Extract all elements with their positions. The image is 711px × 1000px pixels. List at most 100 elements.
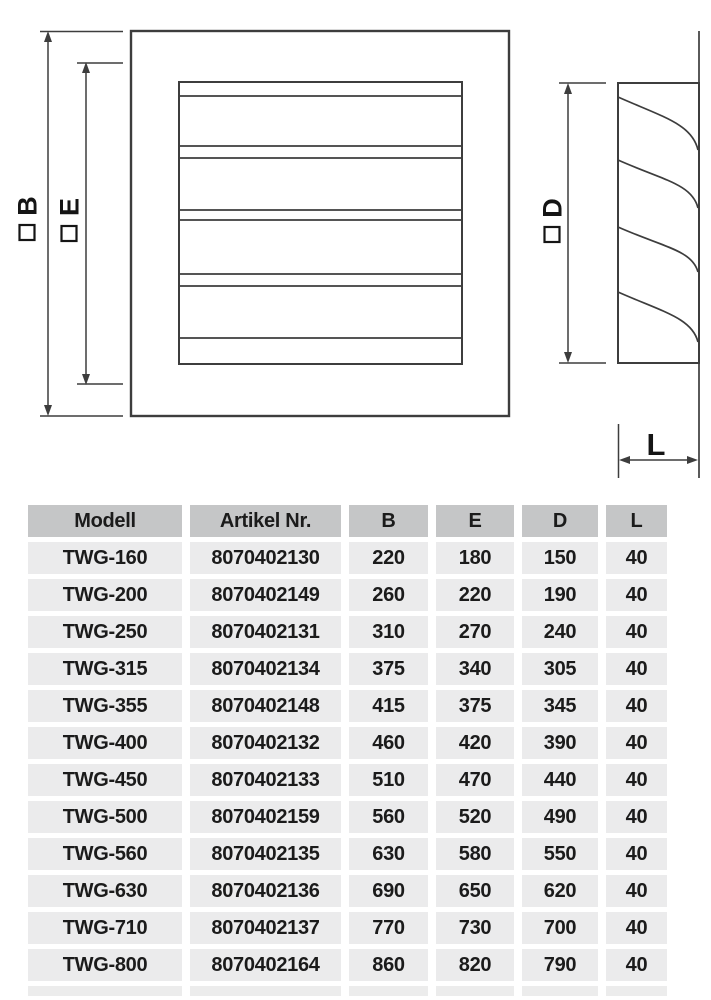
- louvre-blade: [617, 96, 699, 151]
- dim-e-cell: 470: [436, 764, 514, 796]
- dimension-drawing: B E: [13, 29, 700, 478]
- model-cell: TWG-355: [28, 690, 182, 722]
- dim-b-cell: 630: [349, 838, 428, 870]
- table-footer-strip: [606, 986, 667, 996]
- dim-e-cell: 420: [436, 727, 514, 759]
- model-cell: TWG-710: [28, 912, 182, 944]
- artikel-nr-cell: 8070402164: [190, 949, 341, 981]
- dim-b-cell: 860: [349, 949, 428, 981]
- model-cell: TWG-250: [28, 616, 182, 648]
- dim-d-cell: 700: [522, 912, 598, 944]
- dim-l-cell: 40: [606, 579, 667, 611]
- artikel-nr-cell: 8070402137: [190, 912, 341, 944]
- arrow-up-icon: [564, 83, 572, 94]
- arrow-down-icon: [44, 405, 52, 416]
- dim-e-cell: 580: [436, 838, 514, 870]
- dim-d-cell: 490: [522, 801, 598, 833]
- arrow-down-icon: [564, 352, 572, 363]
- square-symbol: [543, 225, 561, 244]
- dim-d-cell: 150: [522, 542, 598, 574]
- dim-letter: B: [13, 196, 43, 216]
- model-cell: TWG-560: [28, 838, 182, 870]
- dimensions-table: Modell Artikel Nr. B E D L TWG-160 807040…: [28, 505, 667, 996]
- dim-d-cell: 620: [522, 875, 598, 907]
- model-cell: TWG-800: [28, 949, 182, 981]
- arrow-up-icon: [82, 62, 90, 73]
- dim-d-cell: 345: [522, 690, 598, 722]
- model-cell: TWG-400: [28, 727, 182, 759]
- dimension-b: B: [13, 30, 123, 417]
- side-louvre-blades: [617, 96, 699, 343]
- dim-b-cell: 220: [349, 542, 428, 574]
- dim-l-cell: 40: [606, 690, 667, 722]
- artikel-nr-cell: 8070402134: [190, 653, 341, 685]
- artikel-nr-cell: 8070402148: [190, 690, 341, 722]
- dim-d-cell: 390: [522, 727, 598, 759]
- arrow-right-icon: [687, 456, 698, 464]
- artikel-nr-cell: 8070402131: [190, 616, 341, 648]
- arrow-up-icon: [44, 31, 52, 42]
- dim-b-cell: 690: [349, 875, 428, 907]
- arrow-down-icon: [82, 374, 90, 385]
- side-view: [617, 31, 700, 478]
- dim-l-cell: 40: [606, 912, 667, 944]
- dim-d-cell: 305: [522, 653, 598, 685]
- dim-e-cell: 340: [436, 653, 514, 685]
- square-symbol: [60, 224, 78, 243]
- col-header-b: B: [349, 505, 428, 537]
- dim-e-cell: 180: [436, 542, 514, 574]
- dimension-l: L: [617, 424, 698, 478]
- dimension-d: D: [538, 82, 606, 364]
- col-header-modell: Modell: [28, 505, 182, 537]
- dim-d-cell: 240: [522, 616, 598, 648]
- dim-b-cell: 260: [349, 579, 428, 611]
- artikel-nr-cell: 8070402133: [190, 764, 341, 796]
- dimension-e: E: [55, 62, 123, 385]
- dim-b-cell: 310: [349, 616, 428, 648]
- table-footer-strip: [190, 986, 341, 996]
- louvre-blade: [617, 291, 699, 343]
- louvre-blade: [617, 159, 699, 209]
- dim-l-cell: 40: [606, 875, 667, 907]
- dim-b-cell: 560: [349, 801, 428, 833]
- dim-b-cell: 510: [349, 764, 428, 796]
- model-cell: TWG-450: [28, 764, 182, 796]
- side-profile: [617, 82, 700, 364]
- dim-d-cell: 440: [522, 764, 598, 796]
- dim-d-cell: 550: [522, 838, 598, 870]
- table-footer-strip: [28, 986, 182, 996]
- dim-label-d: D: [538, 198, 568, 244]
- table-footer-strip: [436, 986, 514, 996]
- inner-frame: [178, 81, 463, 365]
- louvre-blade: [617, 226, 699, 273]
- dim-l-cell: 40: [606, 949, 667, 981]
- dim-b-cell: 375: [349, 653, 428, 685]
- outer-frame: [129, 29, 511, 418]
- col-header-artikel-nr: Artikel Nr.: [190, 505, 341, 537]
- artikel-nr-cell: 8070402136: [190, 875, 341, 907]
- model-cell: TWG-630: [28, 875, 182, 907]
- dim-l-cell: 40: [606, 727, 667, 759]
- artikel-nr-cell: 8070402159: [190, 801, 341, 833]
- table-footer-strip: [349, 986, 428, 996]
- dim-l-cell: 40: [606, 801, 667, 833]
- dim-l-cell: 40: [606, 653, 667, 685]
- table-footer-strip: [522, 986, 598, 996]
- front-louvre-lines: [180, 95, 461, 339]
- dim-e-cell: 270: [436, 616, 514, 648]
- front-view: [129, 29, 511, 418]
- dim-label-l: L: [647, 427, 666, 462]
- col-header-l: L: [606, 505, 667, 537]
- model-cell: TWG-500: [28, 801, 182, 833]
- dim-e-cell: 220: [436, 579, 514, 611]
- dim-l-cell: 40: [606, 542, 667, 574]
- dim-e-cell: 650: [436, 875, 514, 907]
- dim-b-cell: 415: [349, 690, 428, 722]
- col-header-e: E: [436, 505, 514, 537]
- dim-l-cell: 40: [606, 764, 667, 796]
- dim-b-cell: 460: [349, 727, 428, 759]
- dim-b-cell: 770: [349, 912, 428, 944]
- artikel-nr-cell: 8070402132: [190, 727, 341, 759]
- dim-e-cell: 520: [436, 801, 514, 833]
